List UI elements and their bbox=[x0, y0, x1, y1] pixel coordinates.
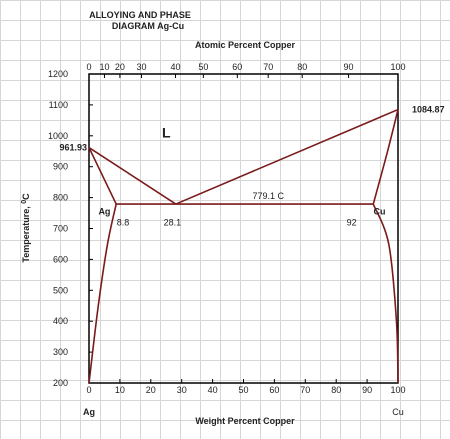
chart-title-line-1: ALLOYING AND PHASE bbox=[89, 10, 191, 20]
top-tick-label: 20 bbox=[115, 62, 125, 72]
top-tick-label: 90 bbox=[344, 62, 354, 72]
y-tick-label: 400 bbox=[53, 316, 68, 326]
copper-melting-point-label: 1084.87 bbox=[412, 105, 445, 115]
chart-title-line-2: DIAGRAM Ag-Cu bbox=[112, 21, 184, 31]
y-tick-label: 300 bbox=[53, 347, 68, 357]
phase-boundary-curve-2 bbox=[175, 108, 399, 205]
y-tick-label: 500 bbox=[53, 285, 68, 295]
y-axis-title-unit: C bbox=[21, 193, 31, 200]
x-tick-label: 20 bbox=[146, 385, 156, 395]
y-tick-label: 700 bbox=[53, 224, 68, 234]
x-tick-label: 30 bbox=[177, 385, 187, 395]
y-axis-title-degree: 0 bbox=[21, 200, 28, 204]
silver-melting-point-label: 961.93 bbox=[59, 143, 87, 153]
x-tick-label: 100 bbox=[390, 385, 405, 395]
annotation-label: 779.1 C bbox=[252, 191, 284, 201]
x-tick-label: 90 bbox=[362, 385, 372, 395]
top-tick-label: 40 bbox=[171, 62, 181, 72]
phase-boundary-curve-7 bbox=[372, 203, 399, 384]
x-tick-label: 0 bbox=[86, 385, 91, 395]
x-tick-label: 40 bbox=[208, 385, 218, 395]
top-tick-label: 10 bbox=[99, 62, 109, 72]
x-tick-label: 80 bbox=[331, 385, 341, 395]
top-tick-label: 30 bbox=[137, 62, 147, 72]
y-tick-label: 1200 bbox=[48, 69, 68, 79]
phase-boundary-curve-5 bbox=[372, 109, 399, 205]
y-tick-label: 1000 bbox=[48, 131, 68, 141]
phase-region-label: Ag bbox=[98, 207, 110, 217]
top-tick-label: 80 bbox=[297, 62, 307, 72]
phase-boundary-curve-3 bbox=[88, 147, 117, 205]
y-tick-label: 800 bbox=[53, 193, 68, 203]
top-axis-title: Atomic Percent Copper bbox=[195, 40, 296, 50]
x-tick-label: 10 bbox=[115, 385, 125, 395]
y-tick-label: 200 bbox=[53, 378, 68, 388]
phase-boundary-curve-6 bbox=[88, 203, 117, 384]
bottom-label-ag: Ag bbox=[83, 407, 95, 417]
y-tick-label: 600 bbox=[53, 254, 68, 264]
phase-boundary-curve-1 bbox=[88, 146, 177, 205]
top-tick-label: 100 bbox=[390, 62, 405, 72]
phase-region-label: Cu bbox=[373, 207, 385, 217]
top-tick-label: 60 bbox=[232, 62, 242, 72]
liquid-region-label: L bbox=[162, 124, 171, 140]
top-tick-label: 0 bbox=[86, 62, 91, 72]
y-axis-title: Temperature, 0C bbox=[21, 193, 32, 263]
x-tick-label: 60 bbox=[269, 385, 279, 395]
x-tick-label: 70 bbox=[300, 385, 310, 395]
y-axis-title-main: Temperature, bbox=[21, 204, 31, 263]
x-tick-label: 50 bbox=[238, 385, 248, 395]
y-tick-label: 900 bbox=[53, 162, 68, 172]
plot-area bbox=[88, 73, 399, 384]
top-tick-label: 70 bbox=[263, 62, 273, 72]
bottom-label-cu: Cu bbox=[392, 407, 404, 417]
top-tick-label: 50 bbox=[198, 62, 208, 72]
annotation-label: 8.8 bbox=[117, 217, 130, 227]
annotation-label: 92 bbox=[347, 217, 357, 227]
y-tick-label: 1100 bbox=[49, 100, 68, 110]
x-axis-title: Weight Percent Copper bbox=[195, 416, 295, 426]
annotation-label: 28.1 bbox=[164, 217, 182, 227]
